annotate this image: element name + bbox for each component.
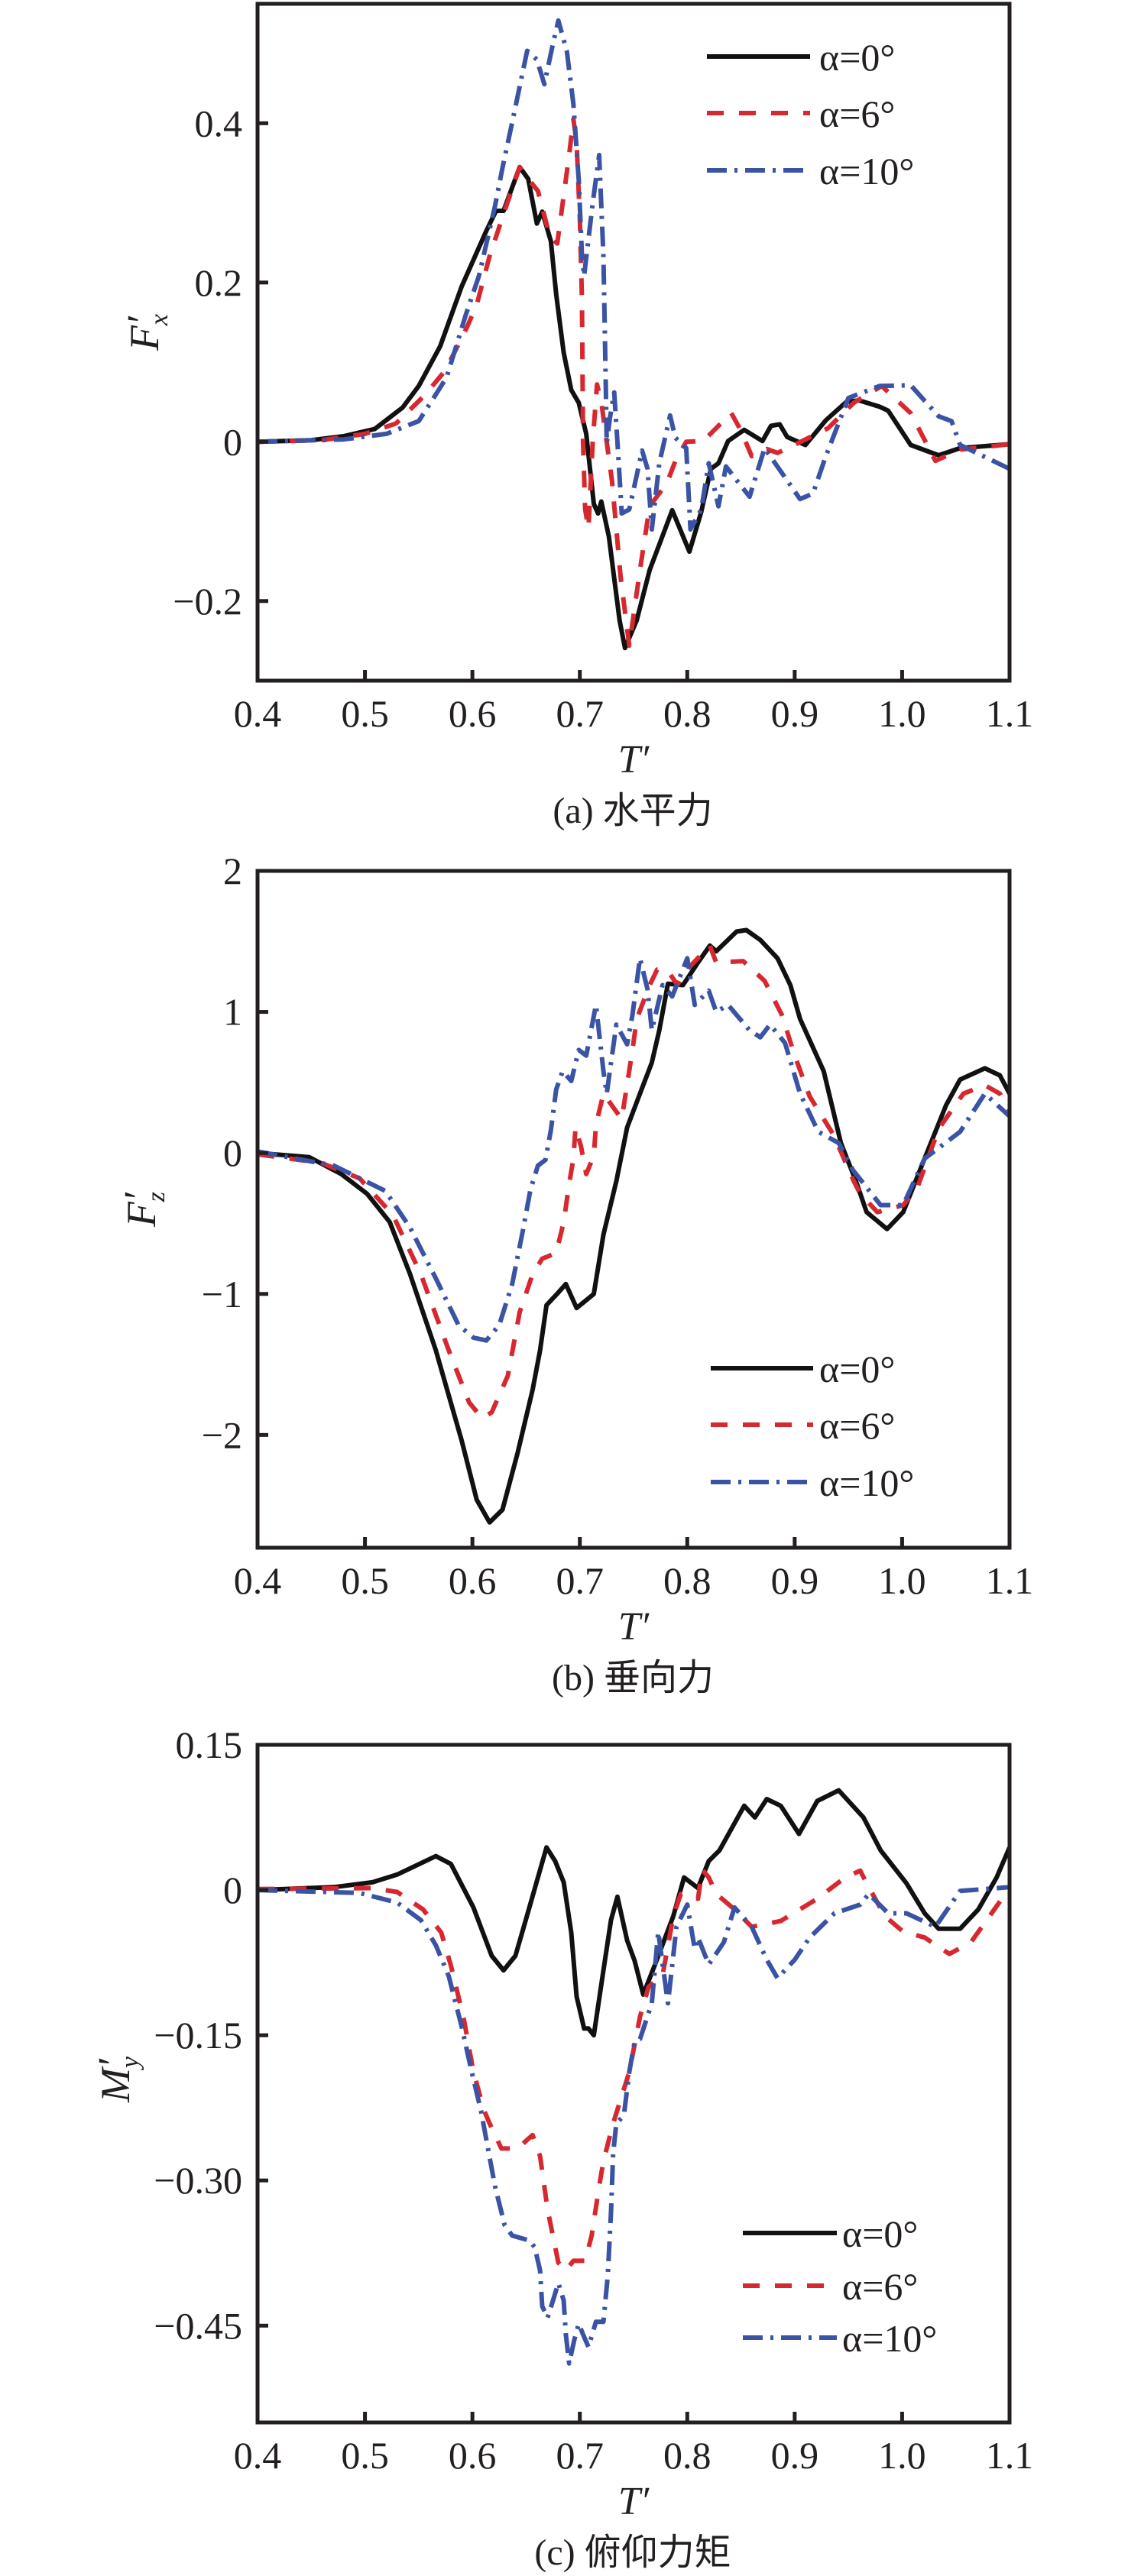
y-axis-title-symbol: M	[92, 2066, 138, 2103]
x-tick-label: 1.0	[878, 2434, 926, 2477]
legend-label-alpha0: α=0°	[842, 2212, 918, 2255]
y-tick-label: −0.2	[173, 580, 242, 623]
chart-a: 0.4 0.5 0.6 0.7 0.8 0.9 1.0 1.1 −0.2 0 0.2 0.4 T′ F′x…	[118, 2, 1034, 831]
y-tick-label: −0.45	[154, 2304, 242, 2347]
series-line-alpha6	[258, 117, 1010, 649]
y-axis-title-prime: ′	[118, 316, 164, 325]
x-tick-label: 1.1	[986, 692, 1034, 735]
y-axis-title: M′y	[89, 2056, 144, 2103]
series-line-alpha10	[258, 1885, 1010, 2366]
series-line-alpha6	[258, 1867, 1010, 2273]
series-line-alpha10	[258, 18, 1010, 532]
legend-label-alpha6: α=6°	[819, 92, 895, 135]
x-tick-label: 0.5	[341, 1559, 389, 1602]
x-tick-label: 0.7	[556, 1559, 604, 1602]
y-tick-label: 0.15	[176, 1723, 243, 1766]
legend-label-alpha10: α=10°	[842, 2317, 937, 2360]
plot-frame	[255, 2, 1012, 683]
x-tick-label: 1.1	[986, 1559, 1034, 1602]
y-tick-label: 0	[223, 1131, 242, 1174]
legend-label-alpha10: α=10°	[819, 150, 914, 193]
y-axis-title-subscript: y	[116, 2056, 144, 2070]
chart-caption: (b) 垂向力	[552, 1658, 714, 1698]
x-axis-title: T′	[618, 738, 650, 782]
x-tick-label: 0.8	[663, 692, 711, 735]
x-tick-label: 0.8	[663, 2434, 711, 2477]
series-line-alpha0	[258, 164, 1010, 651]
x-tick-label: 1.1	[986, 2434, 1034, 2477]
series-line-alpha0	[258, 1788, 1010, 2038]
x-tick-label: 0.9	[771, 1559, 819, 1602]
x-tick-label: 0.7	[556, 2434, 604, 2477]
chart-c: 0.4 0.5 0.6 0.7 0.8 0.9 1.0 1.1 −0.45 −0.30 −0.15 0…	[89, 1723, 1033, 2573]
y-axis-title-subscript: z	[142, 1192, 170, 1202]
legend-label-alpha0: α=0°	[819, 36, 895, 79]
x-tick-label: 0.8	[663, 1559, 711, 1602]
x-tick-label: 0.6	[449, 692, 497, 735]
legend: α=0° α=6° α=10°	[743, 2212, 937, 2360]
y-axis-title-prime: ′	[89, 2058, 135, 2068]
y-tick-label: 0	[223, 1869, 242, 1911]
legend-label-alpha10: α=10°	[819, 1461, 914, 1504]
y-tick-label: 2	[223, 849, 242, 892]
y-tick-label: −0.30	[154, 2159, 242, 2202]
y-axis-title-symbol: F	[122, 325, 167, 351]
x-tick-label: 0.6	[449, 1559, 497, 1602]
x-axis-title: T′	[618, 2480, 650, 2523]
x-tick-label: 0.9	[771, 2434, 819, 2477]
legend: α=0° α=6° α=10°	[707, 36, 914, 193]
y-tick-label: 1	[223, 991, 242, 1034]
y-tick-label: 0.4	[195, 102, 243, 144]
legend-label-alpha0: α=0°	[819, 1348, 895, 1390]
y-axis-title: F′z	[115, 1192, 170, 1228]
x-tick-label: 0.7	[556, 692, 604, 735]
x-axis-title: T′	[618, 1605, 650, 1649]
series-line-alpha0	[258, 927, 1010, 1525]
legend-label-alpha6: α=6°	[842, 2265, 918, 2308]
x-tick-label: 0.4	[234, 1559, 282, 1602]
x-tick-label: 1.0	[878, 1559, 926, 1602]
y-axis-title-prime: ′	[115, 1192, 161, 1202]
y-axis-title-subscript: x	[145, 314, 173, 326]
y-tick-label: −1	[202, 1273, 242, 1316]
y-tick-label: −0.15	[154, 2014, 242, 2057]
legend: α=0° α=6° α=10°	[711, 1348, 914, 1504]
chart-caption: (c) 俯仰力矩	[534, 2532, 731, 2573]
y-tick-label: 0	[223, 420, 242, 463]
x-tick-label: 0.6	[449, 2434, 497, 2477]
y-axis-title: F′x	[118, 314, 173, 351]
y-tick-label: −2	[202, 1413, 242, 1456]
y-axis-title-symbol: F	[118, 1201, 164, 1228]
chart-b: 0.4 0.5 0.6 0.7 0.8 0.9 1.0 1.1 −2 −1 0 1 2 T′ F′z α=0°…	[115, 849, 1033, 1698]
x-tick-label: 0.9	[771, 692, 819, 735]
legend-label-alpha6: α=6°	[819, 1404, 895, 1447]
series-line-alpha10	[258, 956, 1010, 1343]
plot-frame	[255, 1743, 1012, 2425]
x-tick-label: 0.5	[341, 692, 389, 735]
x-tick-label: 0.5	[341, 2434, 389, 2477]
x-tick-label: 0.4	[234, 692, 282, 735]
x-tick-label: 1.0	[878, 692, 926, 735]
x-tick-label: 0.4	[234, 2434, 282, 2477]
plot-frame	[255, 869, 1012, 1550]
y-tick-label: 0.2	[195, 261, 243, 304]
chart-caption: (a) 水平力	[553, 791, 712, 831]
series-line-alpha6	[258, 943, 1010, 1421]
